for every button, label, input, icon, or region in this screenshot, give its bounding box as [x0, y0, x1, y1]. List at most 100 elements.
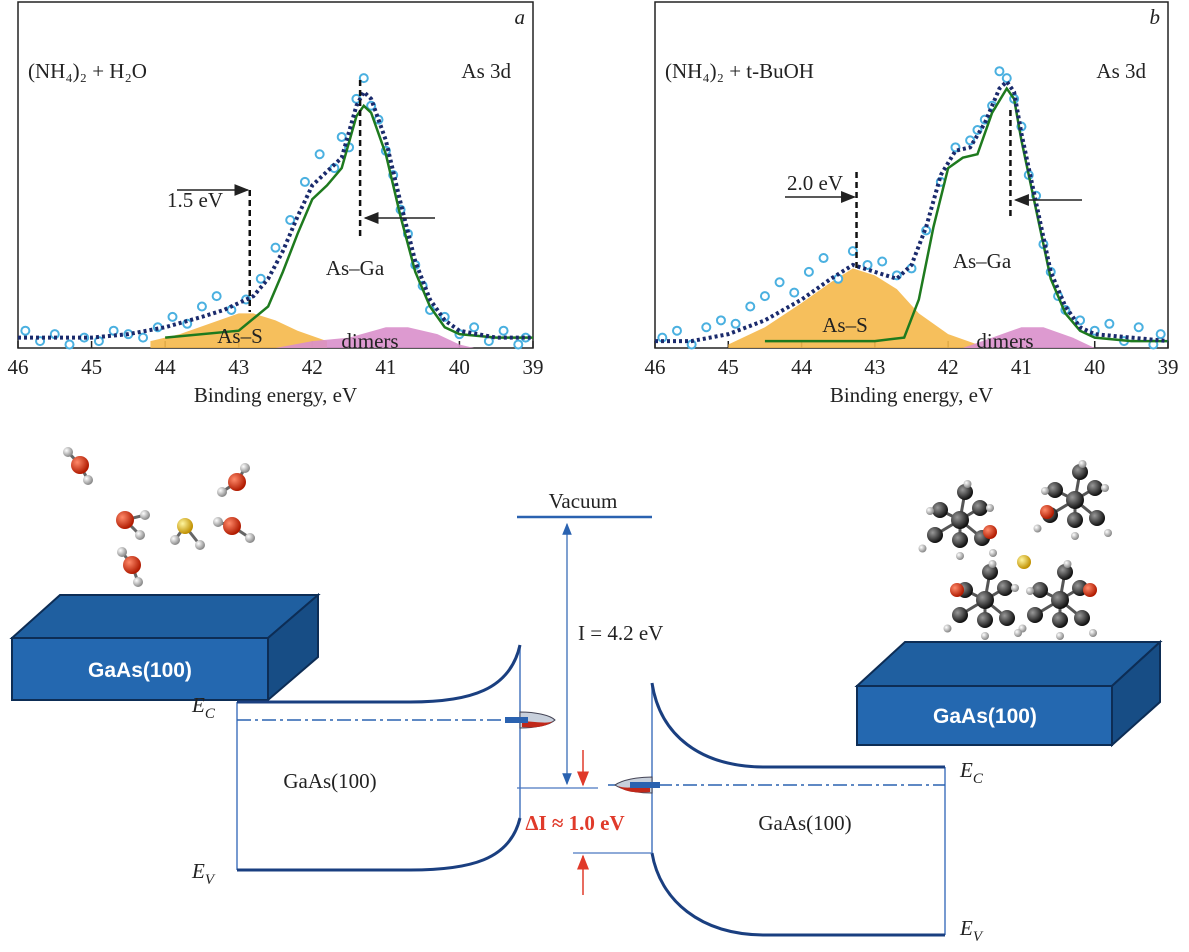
- atom: [1052, 612, 1068, 628]
- data-point: [358, 73, 369, 84]
- atom: [982, 564, 998, 580]
- x-tick-label: 41: [375, 355, 396, 379]
- molecules: [918, 460, 1112, 640]
- atom: [918, 544, 927, 553]
- x-tick-label: 46: [645, 355, 666, 379]
- atom: [999, 610, 1015, 626]
- atom: [957, 484, 973, 500]
- x-axis-label: Binding energy, eV: [830, 383, 993, 407]
- data-point: [701, 322, 712, 333]
- plot-frame: [654, 1, 1169, 349]
- atom: [1066, 491, 1084, 509]
- atom: [1078, 460, 1087, 468]
- atom: [963, 480, 972, 488]
- atom: [977, 612, 993, 628]
- atom: [1089, 510, 1105, 526]
- annotation: dimers: [976, 329, 1033, 353]
- atom: [1033, 524, 1042, 533]
- data-point: [730, 318, 741, 329]
- ionization-label: I = 4.2 eV: [578, 621, 663, 645]
- data-point: [759, 291, 770, 302]
- data-point: [818, 253, 829, 264]
- data-point: [314, 149, 325, 160]
- panel-letter: b: [1150, 5, 1161, 29]
- chart-title: (NH₄)₂ + t-BuOH: [665, 59, 814, 83]
- ec-sub: C: [973, 771, 984, 787]
- annotation: 1.5 eV: [167, 188, 223, 212]
- atom: [1057, 564, 1073, 580]
- atom: [1104, 529, 1112, 537]
- data-point: [994, 66, 1005, 77]
- slab-top: [854, 641, 1163, 687]
- atom: [951, 511, 969, 529]
- x-tick-label: 39: [523, 355, 544, 379]
- chart-subtitle: As 3d: [461, 59, 511, 83]
- data-point: [138, 332, 149, 343]
- atom: [1072, 464, 1088, 480]
- component-area: [962, 327, 1095, 348]
- fit-line: [165, 103, 533, 339]
- slab-label: GaAs(100): [933, 705, 1037, 728]
- ec-label: EC: [191, 693, 216, 722]
- x-tick-label: 45: [81, 355, 102, 379]
- chart-subtitle: As 3d: [1096, 59, 1146, 83]
- x-axis-label: Binding energy, eV: [194, 383, 357, 407]
- atom: [943, 624, 952, 633]
- data-point: [715, 315, 726, 326]
- atom: [932, 502, 948, 518]
- atom: [956, 552, 964, 560]
- ec-label: EC: [959, 758, 984, 787]
- band-right: [608, 682, 946, 937]
- annotation: As–S: [217, 324, 263, 348]
- annotation: As–S: [822, 313, 868, 337]
- panel-letter: a: [515, 5, 526, 29]
- data-point: [1104, 318, 1115, 329]
- data-point: [774, 277, 785, 288]
- x-tick-label: 41: [1011, 355, 1032, 379]
- data-point: [745, 301, 756, 312]
- slab-label: GaAs(100): [88, 659, 192, 682]
- molecules: [63, 447, 255, 587]
- atom: [972, 500, 988, 516]
- data-point: [255, 273, 266, 284]
- data-point: [299, 176, 310, 187]
- data-point: [20, 325, 31, 336]
- atom: [1041, 487, 1049, 495]
- atom: [1074, 610, 1090, 626]
- atom: [1017, 555, 1031, 569]
- x-tick-label: 46: [8, 355, 29, 379]
- atom: [1027, 607, 1043, 623]
- x-tick-label: 44: [791, 355, 813, 379]
- ec-sub: C: [205, 706, 216, 722]
- atom: [997, 580, 1013, 596]
- chart: 46 45 44 43 42 41 40 39 Binding energy, eV (NH₄)₂…: [645, 1, 1179, 407]
- x-tick-label: 40: [1084, 355, 1105, 379]
- slab-front: [11, 637, 269, 701]
- data-point: [196, 301, 207, 312]
- data-point: [64, 339, 75, 350]
- data-point: [270, 242, 281, 253]
- data-point: [671, 325, 682, 336]
- data-point: [211, 291, 222, 302]
- delta-label: ΔI ≈ 1.0 eV: [525, 811, 624, 835]
- component-area: [728, 268, 978, 348]
- ev-main: E: [959, 916, 973, 940]
- atom: [952, 607, 968, 623]
- atom: [926, 507, 934, 515]
- atom: [1056, 632, 1064, 640]
- data-point: [285, 214, 296, 225]
- envelope-line: [655, 78, 1169, 344]
- data-point: [108, 325, 119, 336]
- data-point: [513, 339, 524, 350]
- data-point: [803, 266, 814, 277]
- atom: [1089, 629, 1097, 637]
- atom: [1083, 583, 1097, 597]
- atom: [1051, 591, 1069, 609]
- ec-main: E: [191, 693, 205, 717]
- data-point: [498, 325, 509, 336]
- atom: [1063, 560, 1072, 568]
- x-tick-label: 42: [302, 355, 323, 379]
- atom: [1101, 484, 1109, 492]
- band-left: [236, 644, 556, 872]
